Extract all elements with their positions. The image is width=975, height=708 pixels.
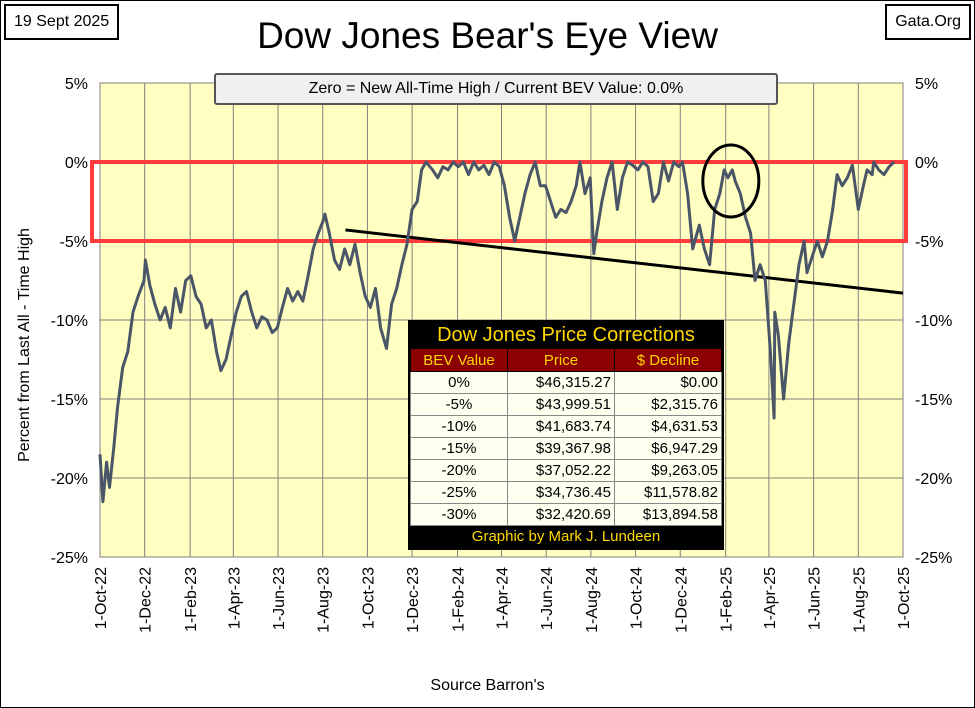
header-bev-value: BEV Value (409, 348, 509, 372)
cell-bev: -30% (409, 503, 509, 526)
cell-decline: $11,578.82 (614, 481, 722, 504)
x-tick-label: 1-Dec-23 (405, 567, 422, 633)
cell-bev: -20% (409, 459, 509, 482)
date-label: 19 Sept 2025 (4, 4, 120, 40)
table-row: 0% $46,315.27 $0.00 (409, 371, 722, 394)
y-tick-label-right: -10% (915, 313, 952, 330)
y-tick-label-left: -20% (51, 471, 88, 488)
x-tick-label: 1-Apr-23 (226, 567, 243, 629)
x-tick-label: 1-Apr-25 (762, 567, 779, 629)
table-row: -25% $34,736.45 $11,578.82 (409, 481, 722, 504)
correction-band-outline (90, 160, 908, 243)
table-row: -5% $43,999.51 $2,315.76 (409, 393, 722, 416)
y-tick-label-right: -5% (915, 234, 943, 251)
cell-bev: 0% (409, 371, 509, 394)
cell-decline: $13,894.58 (614, 503, 722, 526)
table-credit: Graphic by Mark J. Lundeen (471, 528, 661, 545)
cell-price: $32,420.69 (507, 503, 615, 526)
x-tick-label: 1-Oct-24 (629, 567, 646, 629)
y-tick-label-left: 5% (65, 76, 88, 93)
header-decline: $ Decline (614, 348, 722, 372)
x-tick-label: 1-Aug-24 (584, 567, 601, 633)
table-row: -20% $37,052.22 $9,263.05 (409, 459, 722, 482)
y-tick-label-right: -15% (915, 392, 952, 409)
header-price: Price (507, 348, 615, 372)
cell-bev: -10% (409, 415, 509, 438)
x-tick-label: 1-Oct-23 (360, 567, 377, 629)
x-axis-label: Source Barron's (430, 677, 545, 694)
y-axis-label: Percent from Last All - Time High (16, 228, 33, 462)
cell-decline: $6,947.29 (614, 437, 722, 460)
x-tick-label: 1-Aug-23 (316, 567, 333, 633)
site-label: Gata.Org (885, 4, 971, 40)
highlight-circle (701, 143, 761, 219)
cell-price: $43,999.51 (507, 393, 615, 416)
cell-price: $41,683.74 (507, 415, 615, 438)
y-tick-label-left: -15% (51, 392, 88, 409)
table-row: -15% $39,367.98 $6,947.29 (409, 437, 722, 460)
chart-subtitle: Zero = New All-Time High / Current BEV V… (214, 73, 778, 105)
y-tick-label-left: 0% (65, 155, 88, 172)
y-tick-label-left: -5% (60, 234, 88, 251)
cell-price: $37,052.22 (507, 459, 615, 482)
x-tick-label: 1-Oct-25 (896, 567, 913, 629)
x-tick-label: 1-Feb-24 (451, 567, 468, 632)
y-tick-label-right: 5% (915, 76, 938, 93)
y-tick-label-right: 0% (915, 155, 938, 172)
cell-price: $46,315.27 (507, 371, 615, 394)
cell-decline: $4,631.53 (614, 415, 722, 438)
x-tick-label: 1-Feb-25 (719, 567, 736, 632)
cell-price: $34,736.45 (507, 481, 615, 504)
trendline (345, 228, 904, 295)
table-row: -10% $41,683.74 $4,631.53 (409, 415, 722, 438)
y-tick-label-right: -25% (915, 550, 952, 567)
x-tick-label: 1-Dec-22 (138, 567, 155, 633)
cell-price: $39,367.98 (507, 437, 615, 460)
x-tick-label: 1-Jun-24 (539, 567, 556, 630)
cell-bev: -15% (409, 437, 509, 460)
x-tick-label: 1-Apr-24 (495, 567, 512, 629)
x-tick-label: 1-Jun-25 (807, 567, 824, 630)
y-tick-label-left: -10% (51, 313, 88, 330)
x-tick-label: 1-Aug-25 (851, 567, 868, 633)
x-tick-label: 1-Oct-22 (93, 567, 110, 629)
cell-bev: -5% (409, 393, 509, 416)
cell-decline: $2,315.76 (614, 393, 722, 416)
chart-title: Dow Jones Bear's Eye View (257, 15, 718, 56)
table-title: Dow Jones Price Corrections (437, 324, 695, 346)
cell-decline: $0.00 (614, 371, 722, 394)
cell-decline: $9,263.05 (614, 459, 722, 482)
corrections-grid: BEV Value Price $ Decline 0% $46,315.27 $0… (409, 348, 722, 526)
x-tick-label: 1-Feb-23 (183, 567, 200, 632)
x-tick-label: 1-Dec-24 (673, 567, 690, 633)
y-tick-label-left: -25% (51, 550, 88, 567)
x-tick-label: 1-Jun-23 (271, 567, 288, 630)
y-tick-label-right: -20% (915, 471, 952, 488)
table-header-row: BEV Value Price $ Decline (409, 348, 722, 372)
cell-bev: -25% (409, 481, 509, 504)
price-corrections-table: Dow Jones Price Corrections BEV Value Pr… (408, 320, 724, 550)
series-line (98, 160, 896, 504)
table-row: -30% $32,420.69 $13,894.58 (409, 503, 722, 526)
